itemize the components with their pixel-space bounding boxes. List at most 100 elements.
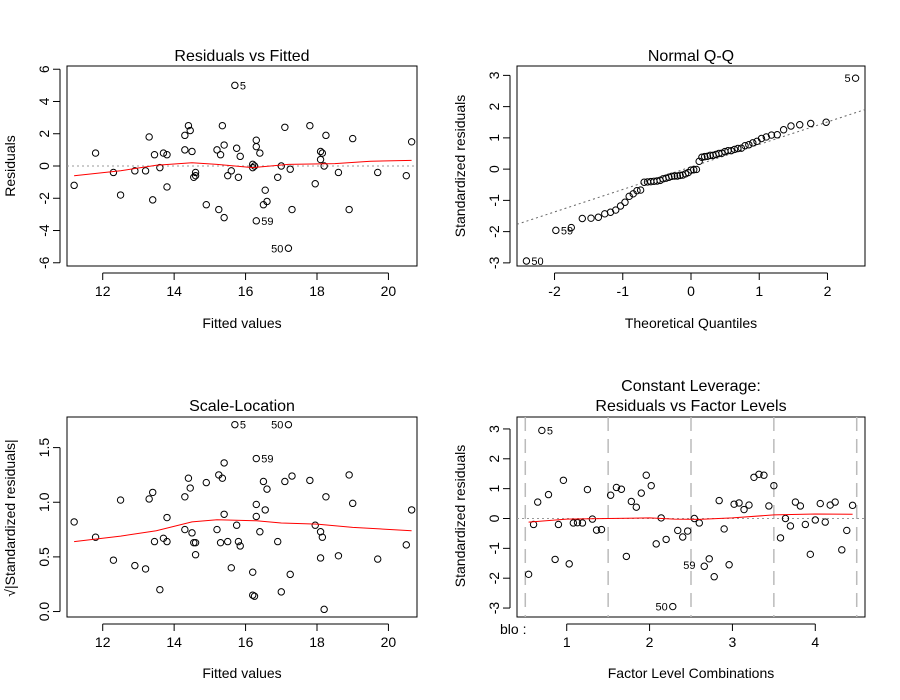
p2-point bbox=[796, 121, 804, 129]
p1-point bbox=[218, 121, 227, 130]
p2-point bbox=[807, 119, 815, 128]
p2-x-tick-label: -1 bbox=[617, 283, 630, 299]
p2-point bbox=[749, 139, 757, 147]
p4-point bbox=[647, 481, 655, 490]
p1-point bbox=[181, 146, 189, 154]
p1-x-tick-label: 20 bbox=[381, 283, 397, 299]
p4-point bbox=[679, 533, 687, 541]
p4-y-tick-label: -2 bbox=[486, 572, 502, 585]
p3-point-label: 5 bbox=[240, 420, 246, 432]
p1-point bbox=[224, 171, 232, 180]
panel2-plot-frame bbox=[516, 65, 866, 267]
panel-constant-leverage: Constant Leverage: Residuals vs Factor L… bbox=[452, 378, 866, 681]
p4-y-tick-label: 0 bbox=[486, 514, 502, 522]
p3-point bbox=[286, 570, 294, 579]
p3-point bbox=[261, 506, 269, 514]
p1-point bbox=[306, 121, 314, 130]
p1-point bbox=[263, 197, 271, 206]
p4-point bbox=[776, 534, 785, 542]
p3-point bbox=[281, 477, 289, 486]
p3-y-tick-label: 0.5 bbox=[36, 547, 52, 567]
panel-normal-qq: Normal Q-Q Theoretical Quantiles Standar… bbox=[452, 48, 866, 331]
p1-point bbox=[252, 136, 260, 144]
p4-point bbox=[755, 470, 763, 479]
p2-point bbox=[668, 172, 676, 181]
p1-x-tick-label: 12 bbox=[95, 283, 111, 299]
p2-y-tick-label: 2 bbox=[486, 103, 502, 111]
p3-point bbox=[91, 533, 100, 541]
p2-y-tick-label: -2 bbox=[486, 225, 502, 238]
p4-point bbox=[652, 540, 660, 548]
p4-point bbox=[669, 602, 677, 611]
p3-point bbox=[116, 496, 125, 504]
p3-point bbox=[316, 554, 325, 562]
p1-point bbox=[145, 133, 153, 141]
p1-point bbox=[234, 173, 243, 181]
p2-x-tick-label: 1 bbox=[755, 283, 763, 299]
p3-point bbox=[191, 538, 200, 547]
p1-point bbox=[281, 123, 289, 131]
p4-point bbox=[565, 560, 573, 568]
p4-point bbox=[606, 491, 615, 499]
p4-point bbox=[524, 570, 533, 579]
p4-x-tick-label: 4 bbox=[811, 634, 819, 650]
p3-point-label: 50 bbox=[271, 420, 283, 432]
p1-y-tick-label: 2 bbox=[36, 130, 52, 138]
p2-point bbox=[567, 223, 575, 232]
p4-point bbox=[760, 471, 768, 479]
panel3-title: Scale-Location bbox=[189, 398, 295, 415]
p3-point bbox=[141, 565, 150, 573]
p1-x-tick-label: 14 bbox=[166, 283, 182, 299]
p3-point-label: 59 bbox=[261, 454, 273, 466]
p1-point bbox=[184, 121, 193, 130]
p4-point bbox=[710, 573, 718, 581]
p2-point bbox=[734, 144, 742, 153]
p3-point bbox=[220, 459, 228, 467]
p4-point-label: 50 bbox=[656, 602, 668, 614]
p3-point bbox=[334, 552, 343, 560]
p4-y-tick-label: 3 bbox=[486, 425, 502, 433]
p2-point bbox=[757, 134, 766, 143]
p4-point bbox=[544, 490, 553, 499]
p1-point bbox=[320, 162, 328, 170]
p4-point bbox=[674, 526, 682, 535]
p3-point bbox=[284, 420, 293, 429]
p3-point bbox=[249, 591, 257, 599]
p4-point bbox=[622, 552, 631, 561]
p1-point bbox=[163, 183, 171, 191]
p4-point bbox=[662, 535, 670, 544]
p2-point bbox=[773, 131, 781, 139]
p1-point bbox=[188, 147, 196, 156]
p1-point bbox=[232, 144, 241, 152]
p2-y-tick-label: 0 bbox=[486, 165, 502, 173]
p2-point bbox=[552, 226, 560, 235]
p1-point bbox=[220, 213, 228, 222]
p1-point bbox=[316, 147, 325, 156]
p1-point bbox=[236, 152, 244, 161]
p3-point bbox=[191, 551, 200, 559]
panel2-marks: -2 -1 0 1 2 -3 -2 -1 0 1 2 3 5 59 50 bbox=[486, 71, 866, 299]
p3-point bbox=[184, 474, 193, 482]
panel-scale-location: Scale-Location Fitted values √|Standardi… bbox=[2, 398, 418, 681]
p2-point bbox=[730, 145, 739, 154]
panel1-xlabel: Fitted values bbox=[202, 315, 281, 331]
p4-point bbox=[745, 501, 753, 509]
p4-point bbox=[578, 519, 587, 527]
p1-point bbox=[163, 151, 171, 159]
p3-point bbox=[224, 537, 232, 546]
p3-x-tick-label: 16 bbox=[238, 634, 254, 650]
p1-point bbox=[334, 168, 343, 177]
p3-x-tick-label: 18 bbox=[309, 634, 325, 650]
p4-point bbox=[690, 514, 699, 523]
p2-x-tick-label: 2 bbox=[824, 283, 832, 299]
p2-point bbox=[851, 74, 860, 82]
p2-y-tick-label: -1 bbox=[486, 194, 502, 207]
p2-y-tick-label: -3 bbox=[486, 256, 502, 269]
p1-x-tick-label: 18 bbox=[309, 283, 325, 299]
p1-point bbox=[374, 168, 382, 177]
panel2-title: Normal Q-Q bbox=[648, 48, 734, 65]
p2-point bbox=[692, 165, 701, 174]
p1-point bbox=[227, 167, 235, 175]
p4-point bbox=[597, 525, 606, 534]
p1-point bbox=[349, 134, 357, 143]
